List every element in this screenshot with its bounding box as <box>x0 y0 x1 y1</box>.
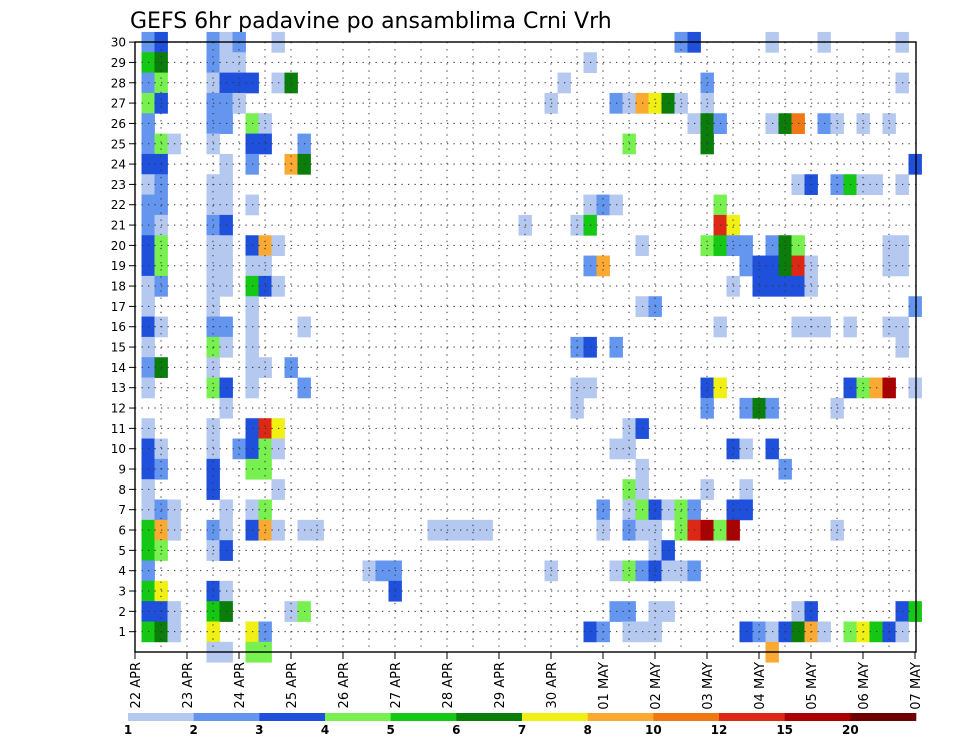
chart-title: GEFS 6hr padavine po ansamblima Crni Vrh <box>130 9 612 34</box>
legend-level-label: 10 <box>645 723 662 737</box>
x-tick-label: 23 APR <box>181 662 196 708</box>
x-tick-label: 28 APR <box>441 662 456 708</box>
legend-level-label: 6 <box>452 723 460 737</box>
y-tick-label: 15 <box>111 341 126 355</box>
axes: 1234567891011121314151617181920212223242… <box>111 36 924 710</box>
legend-swatch <box>325 713 391 721</box>
x-tick-label: 07 MAY <box>909 662 924 710</box>
legend-swatch <box>719 713 785 721</box>
y-tick-label: 25 <box>111 137 126 151</box>
legend-level-label: 12 <box>711 723 728 737</box>
y-tick-label: 5 <box>118 544 126 558</box>
legend-swatch <box>850 713 917 721</box>
x-tick-label: 26 APR <box>337 662 352 708</box>
y-tick-label: 21 <box>111 219 126 233</box>
y-tick-label: 8 <box>118 483 126 497</box>
legend-swatch <box>128 713 194 721</box>
y-tick-label: 30 <box>111 36 126 50</box>
y-tick-label: 12 <box>111 402 126 416</box>
legend-level-label: 15 <box>776 723 793 737</box>
y-tick-label: 17 <box>111 300 126 314</box>
x-tick-label: 25 APR <box>285 662 300 708</box>
y-tick-label: 23 <box>111 178 126 192</box>
legend-level-label: 7 <box>518 723 526 737</box>
legend-swatch <box>653 713 720 721</box>
legend-level-label: 3 <box>255 723 263 737</box>
x-tick-label: 22 APR <box>129 662 144 708</box>
y-tick-label: 14 <box>111 361 126 375</box>
x-tick-label: 29 APR <box>493 662 508 708</box>
x-tick-label: 27 APR <box>389 662 404 708</box>
y-tick-label: 20 <box>111 239 126 253</box>
y-tick-label: 3 <box>118 585 126 599</box>
legend-swatch <box>390 713 457 721</box>
y-tick-label: 2 <box>118 605 126 619</box>
legend-level-label: 2 <box>189 723 197 737</box>
y-tick-label: 1 <box>118 625 126 639</box>
x-tick-label: 30 APR <box>545 662 560 708</box>
y-tick-label: 19 <box>111 259 126 273</box>
legend-level-label: 20 <box>842 723 859 737</box>
legend-swatch <box>456 713 523 721</box>
legend-swatch <box>522 713 588 721</box>
color-legend: 1 2 3 4 5 6 7 8 10 12 15 20 <box>124 713 917 737</box>
y-tick-label: 16 <box>111 320 126 334</box>
legend-swatch <box>784 713 851 721</box>
legend-swatch <box>259 713 326 721</box>
legend-level-label: 4 <box>321 723 329 737</box>
x-tick-label: 24 APR <box>233 662 248 708</box>
y-tick-label: 22 <box>111 198 126 212</box>
x-tick-label: 01 MAY <box>597 662 612 710</box>
x-tick-label: 06 MAY <box>857 662 872 710</box>
y-tick-label: 29 <box>111 56 126 70</box>
y-tick-label: 24 <box>111 158 126 172</box>
y-tick-label: 10 <box>111 442 126 456</box>
y-tick-label: 11 <box>111 422 126 436</box>
x-tick-label: 02 MAY <box>649 662 664 710</box>
legend-level-label: 1 <box>124 723 132 737</box>
y-tick-label: 18 <box>111 280 126 294</box>
x-tick-label: 03 MAY <box>701 662 716 710</box>
y-tick-label: 6 <box>118 524 126 538</box>
y-tick-label: 28 <box>111 76 126 90</box>
y-tick-label: 13 <box>111 381 126 395</box>
grid-dots <box>134 41 916 652</box>
legend-level-label: 8 <box>583 723 591 737</box>
legend-swatch <box>587 713 654 721</box>
y-tick-label: 9 <box>118 463 126 477</box>
legend-level-label: 5 <box>386 723 394 737</box>
x-tick-label: 05 MAY <box>805 662 820 710</box>
y-tick-label: 27 <box>111 97 126 111</box>
x-tick-label: 04 MAY <box>753 662 768 710</box>
y-tick-label: 26 <box>111 117 126 131</box>
y-tick-label: 4 <box>118 564 126 578</box>
legend-swatch <box>193 713 260 721</box>
y-tick-label: 7 <box>118 503 126 517</box>
